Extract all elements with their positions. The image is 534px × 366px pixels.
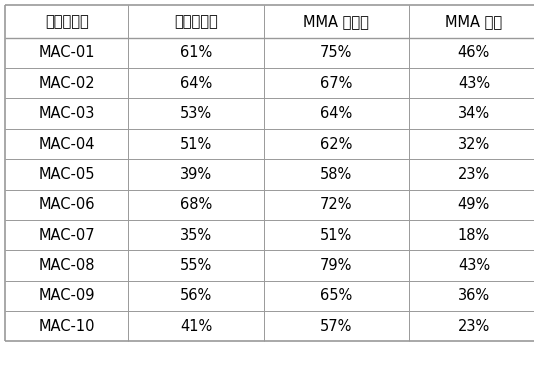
Text: 43%: 43% <box>458 258 490 273</box>
Text: MAC-03: MAC-03 <box>38 106 95 121</box>
Text: MAC-01: MAC-01 <box>38 45 95 60</box>
Text: MAC-10: MAC-10 <box>38 319 95 334</box>
Text: 32%: 32% <box>458 137 490 152</box>
Text: MAC-08: MAC-08 <box>38 258 95 273</box>
Text: 72%: 72% <box>320 197 352 212</box>
Text: MMA 收率: MMA 收率 <box>445 14 502 29</box>
Text: 75%: 75% <box>320 45 352 60</box>
Text: MAC-02: MAC-02 <box>38 76 95 91</box>
Text: 64%: 64% <box>180 76 213 91</box>
Text: 51%: 51% <box>320 228 352 243</box>
Text: 23%: 23% <box>458 167 490 182</box>
Text: 53%: 53% <box>180 106 213 121</box>
Text: 23%: 23% <box>458 319 490 334</box>
Text: 64%: 64% <box>320 106 352 121</box>
Text: 35%: 35% <box>180 228 213 243</box>
Text: 62%: 62% <box>320 137 352 152</box>
Text: 51%: 51% <box>180 137 213 152</box>
Text: 34%: 34% <box>458 106 490 121</box>
Text: 61%: 61% <box>180 45 213 60</box>
Text: 49%: 49% <box>458 197 490 212</box>
Text: 催化剂编号: 催化剂编号 <box>45 14 89 29</box>
Text: 68%: 68% <box>180 197 213 212</box>
Text: 18%: 18% <box>458 228 490 243</box>
Text: MAC-04: MAC-04 <box>38 137 95 152</box>
Text: 56%: 56% <box>180 288 213 303</box>
Text: MAC-09: MAC-09 <box>38 288 95 303</box>
Text: MAC-06: MAC-06 <box>38 197 95 212</box>
Text: 36%: 36% <box>458 288 490 303</box>
Text: 58%: 58% <box>320 167 352 182</box>
Text: 46%: 46% <box>458 45 490 60</box>
Text: 甲醛转化率: 甲醛转化率 <box>175 14 218 29</box>
Text: 57%: 57% <box>320 319 352 334</box>
Text: 43%: 43% <box>458 76 490 91</box>
Text: 65%: 65% <box>320 288 352 303</box>
Text: 41%: 41% <box>180 319 213 334</box>
Text: 39%: 39% <box>180 167 213 182</box>
Text: MMA 选择性: MMA 选择性 <box>303 14 370 29</box>
Text: 55%: 55% <box>180 258 213 273</box>
Text: 79%: 79% <box>320 258 352 273</box>
Text: MAC-07: MAC-07 <box>38 228 95 243</box>
Text: 67%: 67% <box>320 76 352 91</box>
Text: MAC-05: MAC-05 <box>38 167 95 182</box>
